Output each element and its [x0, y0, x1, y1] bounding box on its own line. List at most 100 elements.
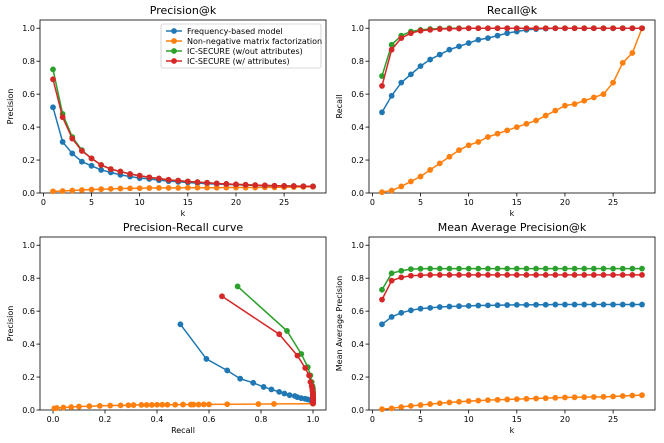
y-tick-label: 0.4	[351, 340, 364, 349]
legend-label: Frequency-based model	[187, 27, 283, 36]
data-point	[379, 189, 385, 196]
data-point	[456, 265, 462, 272]
data-point	[485, 25, 491, 32]
data-point	[446, 25, 453, 32]
y-axis-label: Mean Average Precision	[335, 276, 344, 371]
y-tick-label: 1.0	[351, 24, 364, 33]
data-point	[184, 178, 191, 185]
data-point	[427, 304, 434, 311]
data-point	[388, 270, 395, 277]
data-point	[475, 397, 482, 404]
data-point	[204, 179, 210, 186]
data-point	[398, 309, 405, 316]
data-point	[533, 265, 539, 272]
data-point	[456, 271, 462, 278]
data-point	[427, 265, 434, 272]
series-ic-secure-w-out-attributes	[379, 25, 645, 79]
x-tick-label: 15	[183, 198, 193, 207]
data-point	[388, 405, 395, 412]
data-point	[542, 301, 549, 308]
data-point	[177, 321, 184, 328]
data-point	[446, 303, 453, 310]
data-point	[485, 35, 491, 42]
x-tick-label: 0	[41, 198, 46, 207]
data-point	[69, 150, 76, 157]
data-point	[223, 181, 230, 187]
data-point	[379, 321, 385, 328]
data-point	[159, 401, 166, 408]
data-point	[379, 83, 385, 89]
data-point	[407, 307, 414, 314]
data-point	[571, 25, 578, 32]
y-tick-label: 1.0	[351, 241, 364, 250]
data-point	[533, 301, 539, 308]
chart-title: Recall@k	[487, 4, 538, 17]
data-point	[281, 183, 288, 189]
data-point	[571, 394, 578, 401]
chart-title: Mean Average Precision@k	[438, 221, 587, 234]
data-point	[446, 271, 453, 278]
data-point	[50, 76, 56, 83]
series-line	[381, 27, 642, 113]
data-point	[68, 404, 75, 410]
data-point	[494, 130, 501, 137]
data-point	[600, 271, 607, 278]
data-point	[156, 184, 162, 191]
data-point	[427, 167, 434, 173]
y-tick-label: 0.4	[351, 123, 364, 132]
data-point	[619, 59, 626, 66]
data-point	[417, 63, 424, 70]
x-axis-label: k	[510, 426, 515, 435]
data-point	[504, 25, 511, 32]
data-point	[639, 392, 645, 399]
data-point	[494, 25, 501, 32]
y-tick-label: 0.0	[22, 406, 35, 415]
data-point	[504, 271, 511, 278]
data-point	[78, 187, 85, 193]
data-point	[379, 286, 385, 293]
data-point	[523, 265, 530, 272]
data-point	[203, 356, 210, 362]
data-point	[465, 25, 472, 32]
data-point	[213, 180, 220, 187]
data-point	[639, 301, 645, 308]
x-tick-label: 0.4	[151, 415, 164, 424]
data-point	[180, 401, 186, 408]
data-point	[233, 181, 239, 188]
series-frequency-based-model	[177, 321, 316, 407]
data-point	[610, 79, 617, 86]
data-point	[436, 160, 443, 167]
y-tick-label: 0.2	[351, 156, 364, 165]
series-ic-secure-w-out-attributes	[50, 66, 316, 190]
data-point	[581, 265, 588, 272]
data-point	[143, 401, 150, 408]
data-point	[446, 399, 453, 406]
data-point	[268, 386, 275, 393]
data-point	[456, 303, 462, 310]
data-point	[629, 50, 636, 56]
data-point	[69, 187, 76, 194]
legend-label: IC-SECURE (w/ attributes)	[187, 57, 290, 66]
data-point	[485, 397, 491, 404]
data-point	[590, 301, 597, 308]
legend-swatch-marker	[171, 58, 177, 64]
series-line	[381, 267, 642, 291]
data-point	[59, 139, 66, 145]
data-point	[485, 302, 491, 309]
data-point	[136, 172, 143, 179]
data-point	[213, 184, 220, 191]
x-tick-label: 25	[608, 415, 618, 424]
data-point	[504, 30, 511, 37]
data-point	[436, 26, 443, 32]
data-point	[523, 395, 530, 402]
data-point	[629, 301, 636, 308]
data-point	[590, 25, 597, 32]
data-point	[590, 394, 597, 400]
data-point	[175, 184, 182, 191]
x-tick-label: 1.0	[307, 415, 320, 424]
data-point	[485, 265, 491, 272]
data-point	[398, 79, 405, 86]
y-tick-label: 0.0	[351, 406, 364, 415]
data-point	[446, 46, 453, 53]
data-point	[446, 265, 453, 272]
